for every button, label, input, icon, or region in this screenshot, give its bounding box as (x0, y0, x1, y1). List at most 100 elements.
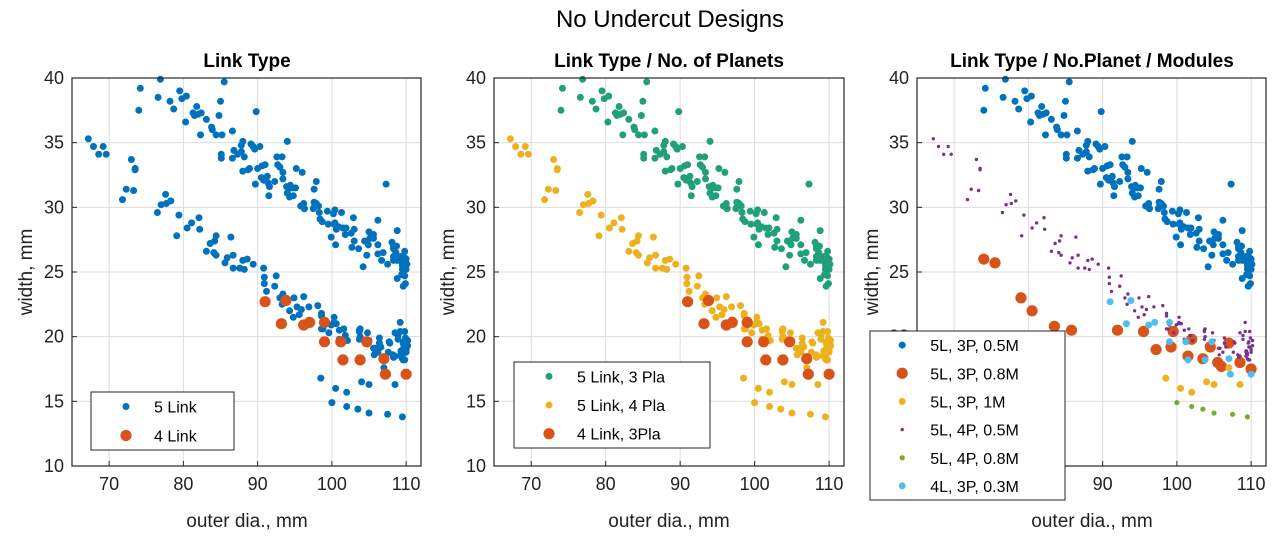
scatter-point (1145, 321, 1153, 329)
scatter-point (315, 209, 323, 216)
legend-label: 5L, 4P, 0.8M (930, 451, 1019, 468)
scatter-point (1053, 241, 1057, 246)
scatter-point (1126, 292, 1130, 296)
scatter-point (391, 381, 399, 388)
scatter-point (824, 334, 832, 342)
scatter-point (1076, 266, 1080, 270)
scatter-point (1008, 192, 1013, 197)
scatter-point (300, 205, 308, 213)
scatter-point (1224, 345, 1228, 349)
scatter-point (976, 188, 981, 193)
scatter-point (726, 316, 738, 328)
scatter-point (1038, 103, 1046, 110)
scatter-point (1194, 214, 1202, 222)
scatter-point (382, 180, 390, 188)
scatter-point (801, 353, 813, 365)
scatter-point (257, 174, 265, 182)
scatter-point (263, 287, 270, 295)
scatter-point (375, 334, 383, 342)
scatter-point (1102, 174, 1110, 182)
scatter-point (649, 233, 657, 241)
scatter-point (673, 145, 681, 153)
scatter-point (173, 232, 181, 240)
scatter-point (400, 264, 408, 272)
scatter-point (762, 224, 770, 232)
scatter-point (335, 336, 347, 348)
scatter-point (217, 154, 225, 162)
scatter-point (651, 127, 659, 135)
scatter-point (1177, 320, 1181, 325)
scatter-point (278, 153, 286, 161)
scatter-point (760, 209, 768, 216)
scatter-point (127, 156, 135, 163)
scatter-point (760, 354, 772, 366)
scatter-point (374, 348, 382, 356)
scatter-point (1212, 356, 1224, 369)
scatter-point (1195, 225, 1203, 233)
scatter-point (384, 260, 392, 268)
scatter-point (228, 154, 236, 162)
scatter-point (1244, 282, 1252, 290)
scatter-point (1249, 350, 1253, 354)
scatter-point (401, 272, 409, 280)
scatter-point (1210, 381, 1218, 388)
scatter-point (394, 335, 402, 343)
scatter-point (183, 224, 191, 232)
scatter-point (1096, 180, 1104, 188)
scatter-point (766, 388, 773, 396)
scatter-point (228, 127, 236, 135)
scatter-point (1021, 87, 1029, 95)
scatter-point (338, 209, 345, 216)
scatter-point (946, 144, 950, 149)
scatter-point (1235, 256, 1242, 264)
scatter-point (1246, 247, 1254, 255)
scatter-point (643, 78, 651, 86)
scatter-point (610, 219, 618, 227)
scatter-point (330, 313, 338, 321)
scatter-point (1230, 411, 1236, 417)
x-tick-label: 100 (740, 474, 770, 494)
scatter-point (652, 264, 660, 272)
scatter-point (1082, 148, 1090, 156)
legend-marker (545, 372, 553, 380)
scatter-point (711, 184, 719, 192)
scatter-point (212, 251, 220, 259)
scatter-point (1009, 201, 1013, 206)
y-tick-label: 40 (44, 68, 64, 88)
scatter-point (1042, 131, 1049, 139)
scatter-point (754, 384, 762, 392)
scatter-point (584, 190, 592, 198)
scatter-point (1074, 235, 1078, 239)
scatter-point (544, 185, 552, 193)
legend-marker (900, 427, 904, 432)
y-tick-label: 40 (466, 68, 486, 88)
scatter-point (702, 294, 715, 307)
legend-marker (120, 429, 132, 442)
scatter-point (814, 352, 822, 360)
scatter-point (1168, 207, 1176, 215)
scatter-point (1140, 305, 1144, 309)
axes-box (916, 77, 1267, 467)
legend-marker (898, 341, 906, 349)
scatter-point (355, 335, 363, 343)
scatter-point (393, 275, 401, 282)
scatter-point (300, 293, 308, 301)
scatter-point (755, 225, 763, 233)
axes-box (71, 77, 422, 467)
scatter-point (252, 108, 260, 116)
scatter-point (90, 143, 97, 150)
scatter-point (1144, 307, 1149, 312)
scatter-point (1245, 353, 1249, 357)
scatter-point (1204, 263, 1212, 271)
scatter-point (378, 256, 386, 264)
scatter-point (1177, 384, 1185, 392)
scatter-point (1145, 200, 1153, 207)
scatter-point (193, 103, 201, 110)
scatter-point (1172, 233, 1180, 241)
scatter-point (1134, 184, 1141, 192)
scatter-point (815, 242, 823, 250)
legend-label: 5 Link, 4 Pla (577, 398, 665, 415)
scatter-point (1143, 168, 1151, 176)
scatter-point (1232, 340, 1236, 344)
scatter-point (1043, 227, 1047, 231)
